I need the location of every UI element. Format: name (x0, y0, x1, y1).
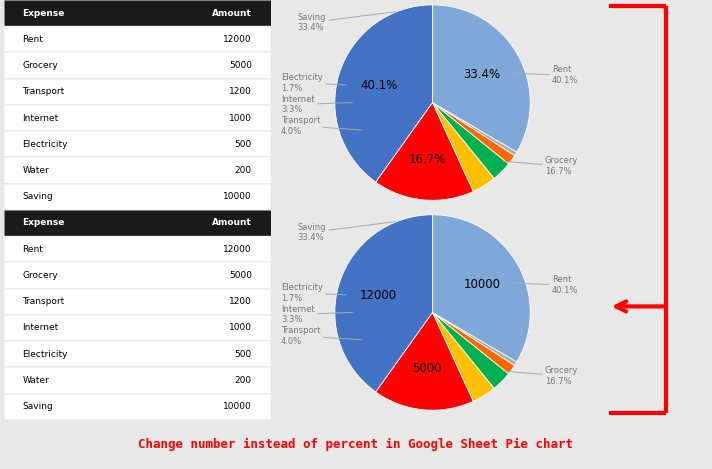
Text: Grocery
16.7%: Grocery 16.7% (503, 156, 578, 176)
Text: 40.1%: 40.1% (360, 79, 397, 92)
Text: Internet
3.3%: Internet 3.3% (281, 95, 352, 114)
Text: 200: 200 (235, 376, 252, 385)
Text: 5000: 5000 (229, 61, 252, 70)
Bar (4, 210, 271, 236)
Bar (4, 131, 271, 158)
Text: 10000: 10000 (223, 402, 252, 411)
Text: 5000: 5000 (412, 363, 442, 375)
Bar (4, 0, 271, 26)
Text: Electricity: Electricity (22, 140, 68, 149)
Wedge shape (432, 5, 530, 152)
Text: Transport
4.0%: Transport 4.0% (281, 116, 362, 136)
Text: Amount: Amount (212, 219, 252, 227)
Text: Electricity: Electricity (22, 350, 68, 359)
Bar (4, 341, 271, 367)
Text: Internet: Internet (22, 324, 58, 333)
Wedge shape (432, 312, 494, 401)
Text: 16.7%: 16.7% (409, 152, 446, 166)
Text: Water: Water (22, 166, 49, 175)
Bar (4, 367, 271, 393)
Text: 12000: 12000 (224, 245, 252, 254)
Bar (4, 393, 271, 420)
Text: 1200: 1200 (229, 87, 252, 96)
Text: Internet
3.3%: Internet 3.3% (281, 305, 352, 324)
Text: 200: 200 (235, 166, 252, 175)
Text: Transport
4.0%: Transport 4.0% (281, 326, 362, 346)
Bar (4, 236, 271, 262)
Text: 10000: 10000 (223, 192, 252, 201)
Text: 500: 500 (235, 350, 252, 359)
Text: Grocery: Grocery (22, 61, 58, 70)
Text: Saving
33.4%: Saving 33.4% (298, 12, 395, 32)
Bar (4, 158, 271, 184)
Wedge shape (376, 312, 473, 410)
Text: Saving
33.4%: Saving 33.4% (298, 222, 395, 242)
Wedge shape (432, 312, 517, 365)
Text: 1000: 1000 (229, 113, 252, 122)
Wedge shape (432, 103, 515, 164)
Text: 12000: 12000 (224, 35, 252, 44)
Text: Rent: Rent (22, 35, 43, 44)
Wedge shape (432, 103, 508, 178)
Text: Grocery: Grocery (22, 271, 58, 280)
Bar (4, 262, 271, 288)
Text: Rent
40.1%: Rent 40.1% (511, 275, 578, 295)
Text: Transport: Transport (22, 297, 65, 306)
Text: 5000: 5000 (229, 271, 252, 280)
Text: Electricity
1.7%: Electricity 1.7% (281, 283, 347, 303)
Wedge shape (432, 103, 517, 156)
Text: Water: Water (22, 376, 49, 385)
Text: 1000: 1000 (229, 324, 252, 333)
Text: 500: 500 (235, 140, 252, 149)
Bar (4, 315, 271, 341)
Text: 10000: 10000 (464, 278, 501, 291)
Text: 33.4%: 33.4% (463, 68, 501, 81)
Text: Change number instead of percent in Google Sheet Pie chart: Change number instead of percent in Goog… (139, 438, 573, 451)
Wedge shape (335, 5, 432, 182)
Text: Saving: Saving (22, 402, 53, 411)
Text: Rent
40.1%: Rent 40.1% (511, 66, 578, 85)
Wedge shape (376, 103, 473, 200)
Text: Grocery
16.7%: Grocery 16.7% (503, 366, 578, 386)
Text: Rent: Rent (22, 245, 43, 254)
Wedge shape (432, 103, 494, 191)
Bar (4, 53, 271, 79)
Wedge shape (432, 312, 515, 374)
Text: Expense: Expense (22, 219, 65, 227)
Text: Electricity
1.7%: Electricity 1.7% (281, 73, 347, 93)
Bar (4, 26, 271, 53)
Text: 12000: 12000 (360, 289, 397, 302)
Text: Transport: Transport (22, 87, 65, 96)
Text: 1200: 1200 (229, 297, 252, 306)
Bar (4, 288, 271, 315)
Text: Internet: Internet (22, 113, 58, 122)
Wedge shape (432, 215, 530, 362)
Wedge shape (432, 312, 508, 388)
Text: Expense: Expense (22, 8, 65, 18)
Bar (4, 105, 271, 131)
Wedge shape (335, 215, 432, 392)
Text: Amount: Amount (212, 8, 252, 18)
Bar (4, 184, 271, 210)
Text: Saving: Saving (22, 192, 53, 201)
Bar (4, 79, 271, 105)
